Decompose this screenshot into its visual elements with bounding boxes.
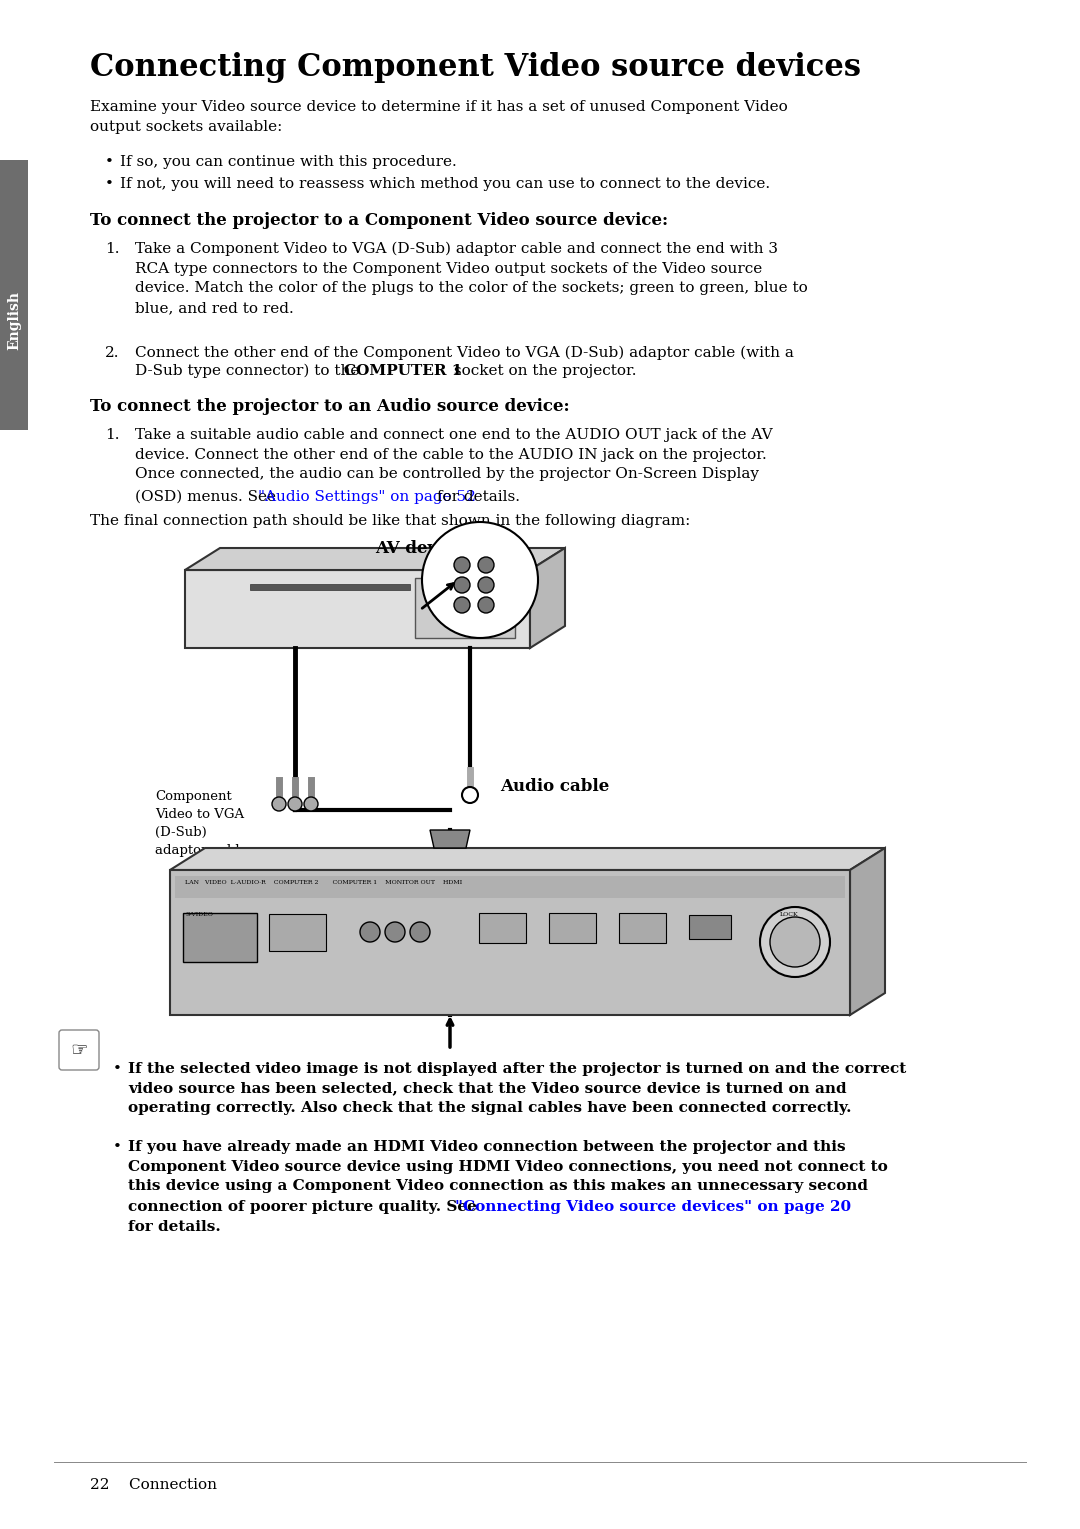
- Text: •: •: [113, 1141, 122, 1154]
- Text: socket on the projector.: socket on the projector.: [449, 364, 636, 378]
- Text: connection of poorer picture quality. See: connection of poorer picture quality. Se…: [129, 1200, 482, 1214]
- Text: "Audio Settings" on page 52: "Audio Settings" on page 52: [258, 489, 476, 505]
- Circle shape: [303, 797, 318, 810]
- Text: To connect the projector to a Component Video source device:: To connect the projector to a Component …: [90, 213, 669, 229]
- FancyBboxPatch shape: [249, 584, 410, 590]
- Circle shape: [454, 557, 470, 573]
- Text: •: •: [105, 154, 113, 170]
- Text: If not, you will need to reassess which method you can use to connect to the dev: If not, you will need to reassess which …: [120, 177, 770, 191]
- Text: •: •: [113, 1063, 122, 1076]
- Circle shape: [360, 922, 380, 942]
- Polygon shape: [170, 870, 850, 1015]
- Polygon shape: [850, 849, 885, 1015]
- Text: Take a suitable audio cable and connect one end to the AUDIO OUT jack of the AV
: Take a suitable audio cable and connect …: [135, 428, 772, 482]
- Circle shape: [422, 521, 538, 638]
- Text: COMPUTER 1: COMPUTER 1: [345, 364, 462, 378]
- Text: 22    Connection: 22 Connection: [90, 1479, 217, 1492]
- Text: for details.: for details.: [432, 489, 519, 505]
- FancyBboxPatch shape: [59, 1031, 99, 1070]
- Circle shape: [760, 907, 831, 977]
- FancyBboxPatch shape: [619, 913, 666, 943]
- Text: •: •: [105, 177, 113, 191]
- Text: S-VIDEO: S-VIDEO: [185, 911, 213, 917]
- Text: If so, you can continue with this procedure.: If so, you can continue with this proced…: [120, 154, 457, 170]
- Text: Connect the other end of the Component Video to VGA (D-Sub) adaptor cable (with : Connect the other end of the Component V…: [135, 346, 794, 361]
- FancyBboxPatch shape: [689, 914, 731, 939]
- Text: If the selected video image is not displayed after the projector is turned on an: If the selected video image is not displ…: [129, 1063, 906, 1115]
- Text: "Connecting Video source devices" on page 20: "Connecting Video source devices" on pag…: [455, 1200, 851, 1214]
- Circle shape: [478, 557, 494, 573]
- Text: Take a Component Video to VGA (D-Sub) adaptor cable and connect the end with 3
R: Take a Component Video to VGA (D-Sub) ad…: [135, 242, 808, 315]
- Polygon shape: [170, 849, 885, 870]
- Text: AV device: AV device: [376, 540, 464, 557]
- Polygon shape: [530, 547, 565, 648]
- Circle shape: [384, 922, 405, 942]
- Text: D-Sub type connector) to the: D-Sub type connector) to the: [135, 364, 364, 378]
- Circle shape: [478, 576, 494, 593]
- Text: The final connection path should be like that shown in the following diagram:: The final connection path should be like…: [90, 514, 690, 528]
- FancyBboxPatch shape: [0, 161, 28, 430]
- Text: Component
Video to VGA
(D-Sub)
adaptor cable: Component Video to VGA (D-Sub) adaptor c…: [156, 790, 247, 856]
- Text: Connecting Component Video source devices: Connecting Component Video source device…: [90, 52, 861, 83]
- Text: LOCK: LOCK: [780, 911, 798, 917]
- Text: 1.: 1.: [105, 242, 120, 255]
- FancyBboxPatch shape: [549, 913, 596, 943]
- Text: ☞: ☞: [70, 1041, 87, 1060]
- Circle shape: [770, 917, 820, 966]
- Circle shape: [462, 787, 478, 803]
- Text: (OSD) menus. See: (OSD) menus. See: [135, 489, 281, 505]
- Text: for details.: for details.: [129, 1220, 220, 1234]
- FancyBboxPatch shape: [415, 578, 515, 638]
- FancyBboxPatch shape: [269, 914, 326, 951]
- Text: 1.: 1.: [105, 428, 120, 442]
- Text: LAN   VIDEO  L·AUDIO·R    COMPUTER 2       COMPUTER 1    MONITOR OUT    HDMI: LAN VIDEO L·AUDIO·R COMPUTER 2 COMPUTER …: [185, 881, 462, 885]
- Circle shape: [288, 797, 302, 810]
- Circle shape: [454, 576, 470, 593]
- Polygon shape: [185, 570, 530, 648]
- Text: If you have already made an HDMI Video connection between the projector and this: If you have already made an HDMI Video c…: [129, 1141, 888, 1193]
- Text: English: English: [6, 291, 21, 350]
- Text: Examine your Video source device to determine if it has a set of unused Componen: Examine your Video source device to dete…: [90, 99, 787, 133]
- Polygon shape: [185, 547, 565, 570]
- FancyBboxPatch shape: [480, 913, 526, 943]
- Polygon shape: [430, 830, 470, 849]
- Circle shape: [272, 797, 286, 810]
- Text: Audio cable: Audio cable: [500, 778, 609, 795]
- Text: 2.: 2.: [105, 346, 120, 359]
- Circle shape: [454, 596, 470, 613]
- FancyBboxPatch shape: [183, 913, 257, 962]
- Circle shape: [410, 922, 430, 942]
- Circle shape: [478, 596, 494, 613]
- Text: To connect the projector to an Audio source device:: To connect the projector to an Audio sou…: [90, 398, 569, 414]
- FancyBboxPatch shape: [175, 876, 845, 898]
